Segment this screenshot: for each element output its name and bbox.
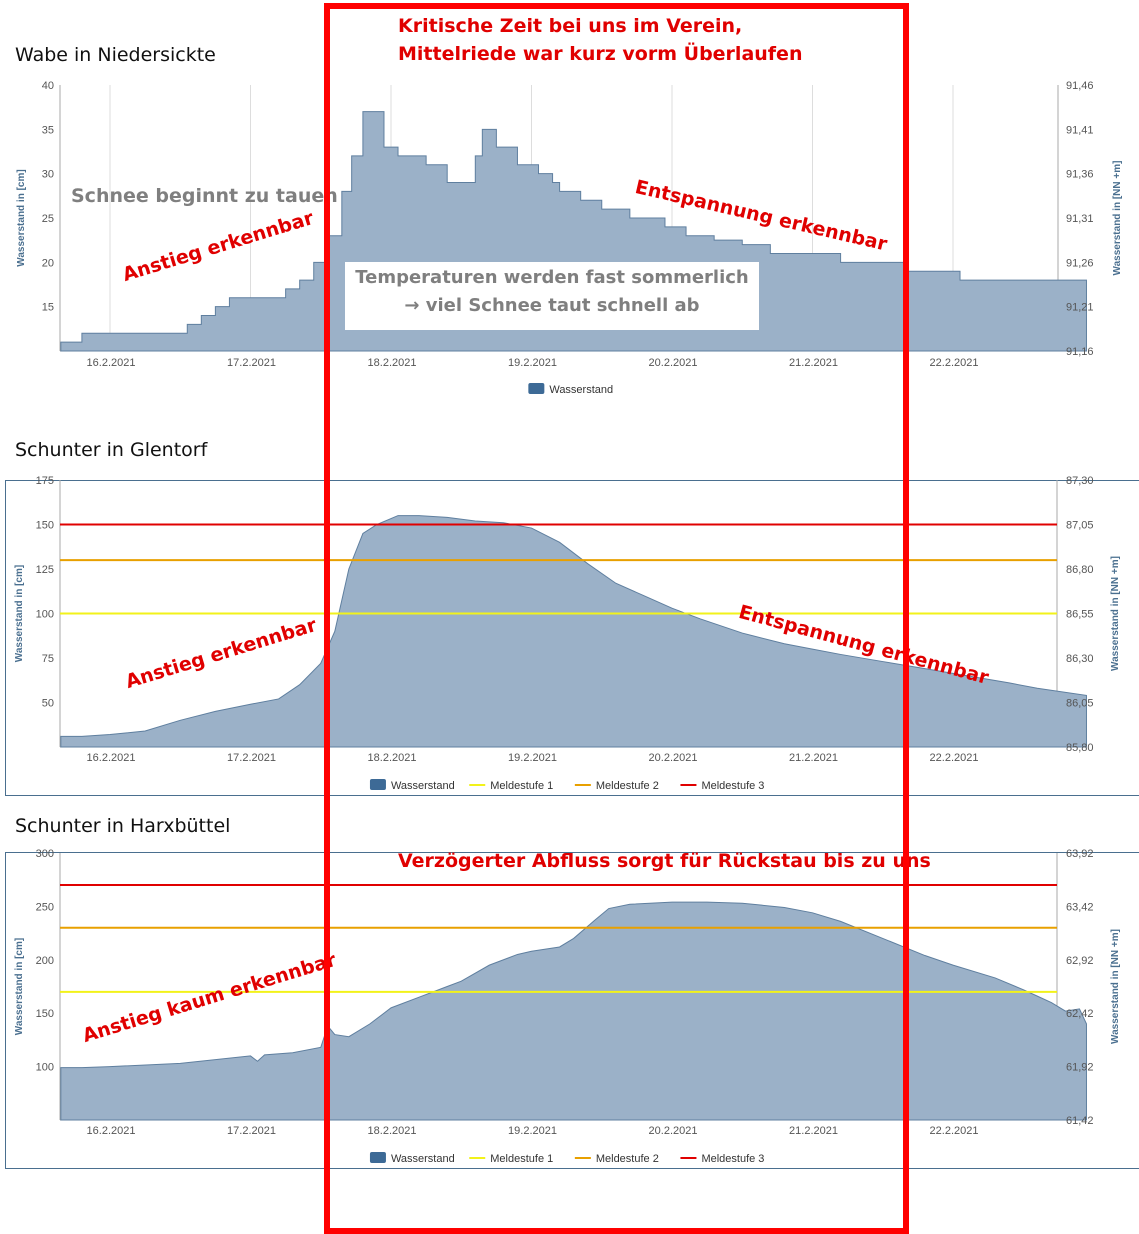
y-tick-right-1-0: 87,30 <box>1066 475 1094 487</box>
y-tick-right-1-4: 86,30 <box>1066 653 1094 665</box>
y-tick-right-2-1: 63,42 <box>1066 901 1094 913</box>
x-tick-1-5: 21.2.2021 <box>789 752 838 764</box>
legend-label-2-3: Meldestufe 3 <box>701 1153 764 1165</box>
x-tick-1-2: 18.2.2021 <box>368 752 417 764</box>
y-tick-right-0-6: 91,16 <box>1066 346 1094 358</box>
annotation-temperature-box: Temperaturen werden fast sommerlich → vi… <box>345 262 759 330</box>
legend-swatch-1-0 <box>369 779 386 790</box>
y-axis-title-right-2: Wasserstand in [NN +m] <box>1110 929 1121 1044</box>
y-axis-title-right-1: Wasserstand in [NN +m] <box>1110 556 1121 671</box>
wasserstand-area-1 <box>60 515 1087 748</box>
y-tick-right-0-3: 91,31 <box>1066 213 1094 225</box>
chart-title-glentorf: Schunter in Glentorf <box>15 439 208 461</box>
y-tick-right-2-2: 62,92 <box>1066 955 1094 967</box>
legend-label-2-0: Wasserstand <box>391 1153 455 1165</box>
y-tick-right-1-5: 86,05 <box>1066 698 1094 710</box>
annotation-harx-delay: Verzögerter Abfluss sorgt für Rückstau b… <box>398 850 931 872</box>
y-tick-right-1-3: 86,55 <box>1066 609 1094 621</box>
y-tick-left-0-2: 30 <box>42 169 54 181</box>
y-tick-left-1-5: 50 <box>42 698 54 710</box>
x-tick-0-6: 22.2.2021 <box>930 357 979 369</box>
y-tick-left-0-0: 40 <box>42 80 54 92</box>
x-tick-0-2: 18.2.2021 <box>368 357 417 369</box>
chart-frame-glentorf <box>5 480 1139 796</box>
legend-swatch-2-0 <box>369 1152 386 1163</box>
y-tick-left-0-1: 35 <box>42 124 54 136</box>
y-tick-left-1-4: 75 <box>42 653 54 665</box>
chart-title-harxbuettel: Schunter in Harxbüttel <box>15 815 231 837</box>
y-tick-left-1-0: 175 <box>36 475 54 487</box>
y-tick-right-2-3: 62,42 <box>1066 1008 1094 1020</box>
x-tick-0-1: 17.2.2021 <box>227 357 276 369</box>
chart-title-wabe: Wabe in Niedersickte <box>15 44 216 66</box>
legend-label-1-3: Meldestufe 3 <box>701 780 764 792</box>
y-tick-left-0-4: 20 <box>42 257 54 269</box>
x-tick-1-3: 19.2.2021 <box>508 752 557 764</box>
x-tick-2-0: 16.2.2021 <box>87 1125 136 1137</box>
y-tick-right-0-2: 91,36 <box>1066 169 1094 181</box>
legend-label-2-1: Meldestufe 1 <box>490 1153 553 1165</box>
y-tick-left-2-1: 250 <box>36 901 54 913</box>
y-tick-left-0-5: 15 <box>42 302 54 314</box>
x-tick-0-0: 16.2.2021 <box>87 357 136 369</box>
y-axis-title-left-2: Wasserstand in [cm] <box>14 938 25 1035</box>
x-tick-2-4: 20.2.2021 <box>649 1125 698 1137</box>
x-tick-2-6: 22.2.2021 <box>930 1125 979 1137</box>
y-tick-right-1-1: 87,05 <box>1066 520 1094 532</box>
critical-period-frame <box>324 3 909 1234</box>
annotation-snow-thaw: Schnee beginnt zu tauen <box>71 185 338 207</box>
legend-label-1-2: Meldestufe 2 <box>596 780 659 792</box>
y-tick-right-0-5: 91,21 <box>1066 302 1094 314</box>
y-tick-left-1-2: 125 <box>36 564 54 576</box>
y-axis-title-right-0: Wasserstand in [NN +m] <box>1112 161 1123 276</box>
y-tick-right-2-5: 61,42 <box>1066 1115 1094 1127</box>
y-tick-left-2-0: 300 <box>36 848 54 860</box>
x-tick-1-1: 17.2.2021 <box>227 752 276 764</box>
annotation-temperature-line2: → viel Schnee taut schnell ab <box>404 295 700 316</box>
x-tick-1-0: 16.2.2021 <box>87 752 136 764</box>
x-tick-0-5: 21.2.2021 <box>789 357 838 369</box>
y-tick-right-0-1: 91,41 <box>1066 124 1094 136</box>
x-tick-2-3: 19.2.2021 <box>508 1125 557 1137</box>
x-tick-2-2: 18.2.2021 <box>368 1125 417 1137</box>
x-tick-2-5: 21.2.2021 <box>789 1125 838 1137</box>
wasserstand-area-0 <box>60 111 1087 352</box>
y-tick-right-0-4: 91,26 <box>1066 257 1094 269</box>
chart-frame-harxbuettel <box>5 852 1139 1169</box>
y-tick-right-1-2: 86,80 <box>1066 564 1094 576</box>
annotation-critical-line1: Kritische Zeit bei uns im Verein, <box>398 15 743 37</box>
y-axis-title-left-1: Wasserstand in [cm] <box>14 565 25 662</box>
y-tick-left-2-4: 100 <box>36 1062 54 1074</box>
y-axis-title-left-0: Wasserstand in [cm] <box>16 169 27 266</box>
y-tick-left-2-2: 200 <box>36 955 54 967</box>
legend-label-0-0: Wasserstand <box>549 384 613 396</box>
x-tick-1-6: 22.2.2021 <box>930 752 979 764</box>
legend-swatch-0-0 <box>528 383 545 394</box>
annotation-temperature-line1: Temperaturen werden fast sommerlich <box>355 267 749 288</box>
x-tick-0-4: 20.2.2021 <box>649 357 698 369</box>
y-tick-right-1-6: 85,80 <box>1066 742 1094 754</box>
y-tick-left-1-3: 100 <box>36 609 54 621</box>
y-tick-left-2-3: 150 <box>36 1008 54 1020</box>
y-tick-right-0-0: 91,46 <box>1066 80 1094 92</box>
y-tick-left-1-1: 150 <box>36 520 54 532</box>
y-tick-left-0-3: 25 <box>42 213 54 225</box>
annotation-critical-line2: Mittelriede war kurz vorm Überlaufen <box>398 43 803 65</box>
x-tick-0-3: 19.2.2021 <box>508 357 557 369</box>
y-tick-right-2-4: 61,92 <box>1066 1062 1094 1074</box>
x-tick-2-1: 17.2.2021 <box>227 1125 276 1137</box>
legend-label-2-2: Meldestufe 2 <box>596 1153 659 1165</box>
wasserstand-area-2 <box>60 901 1087 1121</box>
y-tick-right-2-0: 63,92 <box>1066 848 1094 860</box>
legend-label-1-0: Wasserstand <box>391 780 455 792</box>
x-tick-1-4: 20.2.2021 <box>649 752 698 764</box>
annotation-critical-time: Kritische Zeit bei uns im Verein, Mittel… <box>398 12 802 68</box>
legend-label-1-1: Meldestufe 1 <box>490 780 553 792</box>
